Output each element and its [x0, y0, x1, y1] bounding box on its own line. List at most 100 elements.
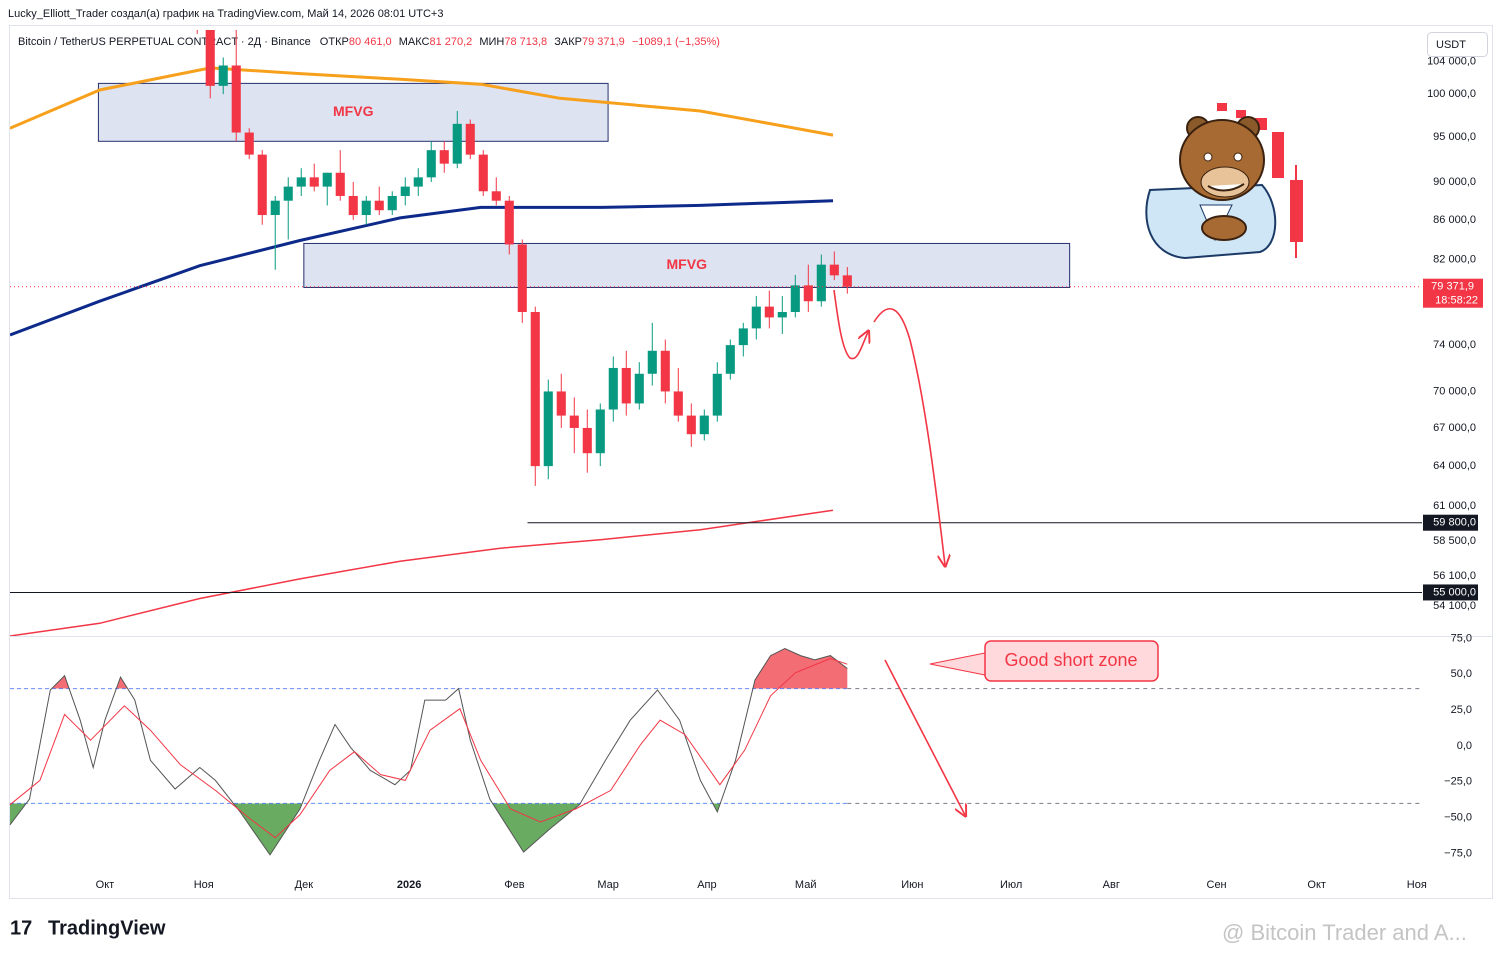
x-tick-label: Окт [1307, 879, 1326, 891]
oscillator-fill [10, 803, 721, 855]
candle-body [504, 200, 514, 245]
y-tick-label: 100 000,0 [1427, 88, 1476, 100]
legend-value: 80 461,0 [349, 36, 392, 48]
candle-body [205, 30, 215, 86]
candle-body [751, 306, 761, 329]
price-tag-label: 55 000,0 [1433, 586, 1476, 598]
x-tick-label: Мар [597, 879, 619, 891]
candle-body [543, 391, 553, 467]
candle-body [517, 244, 527, 312]
candle-body [764, 306, 774, 318]
callout-text: Good short zone [1004, 650, 1137, 670]
candle-body [673, 391, 683, 416]
logo-text: TradingView [48, 917, 166, 939]
y-tick-label: 0,0 [1457, 740, 1472, 752]
candle-body [686, 415, 696, 435]
y-tick-label: 61 000,0 [1433, 500, 1476, 512]
legend-value: 81 270,2 [429, 36, 472, 48]
legend-value: 78 713,8 [504, 36, 547, 48]
candle-body [400, 186, 410, 196]
mfvg-label: MFVG [667, 256, 708, 272]
mfvg-label: MFVG [333, 103, 374, 119]
y-tick-label: 74 000,0 [1433, 339, 1476, 351]
x-tick-label: Сен [1207, 879, 1227, 891]
logo-mark: 17 [10, 917, 32, 939]
candle-body [647, 350, 657, 374]
currency-button[interactable] [1427, 32, 1488, 57]
y-tick-label: 67 000,0 [1433, 422, 1476, 434]
y-tick-label: 82 000,0 [1433, 253, 1476, 265]
candle-body [413, 177, 423, 187]
candle-body [712, 373, 722, 416]
moving-average [10, 199, 834, 337]
arrow [833, 289, 868, 360]
y-tick-label: −50,0 [1444, 812, 1472, 824]
arrow [884, 659, 965, 815]
x-tick-label: Авг [1103, 879, 1120, 891]
y-tick-label: 58 500,0 [1433, 535, 1476, 547]
last-price-tag [1423, 278, 1483, 308]
countdown: 18:58:22 [1435, 295, 1478, 307]
legend-label: МИН [479, 36, 504, 48]
candle-body [777, 311, 787, 318]
mfvg-zone [303, 242, 1071, 288]
moving-average [10, 509, 834, 636]
candle-body [283, 186, 293, 201]
x-tick-label: Ноя [194, 879, 214, 891]
symbol-legend: Bitcoin / TetherUS PERPETUAL CONTRACT · … [18, 36, 720, 48]
candle-body [803, 285, 813, 302]
candle-body [387, 195, 397, 211]
oscillator-fill [10, 648, 848, 689]
candle-body [608, 367, 618, 410]
x-tick-label: Апр [697, 879, 716, 891]
candle-body [738, 328, 748, 346]
watermark: @ Bitcoin Trader and A... [1222, 920, 1467, 945]
price-tag [1423, 584, 1478, 601]
price-tag-label: 59 800,0 [1433, 517, 1476, 529]
candle-body [725, 345, 735, 374]
mfvg-zone [97, 82, 609, 142]
candle-body [790, 285, 800, 312]
x-tick-label: Окт [96, 879, 115, 891]
x-tick-label: Фев [504, 879, 524, 891]
currency[interactable]: USDT [1436, 39, 1466, 51]
candle-body [426, 150, 436, 178]
candle-body [660, 350, 670, 392]
x-tick-label: Дек [295, 879, 314, 891]
legend-value: 79 371,9 [582, 36, 625, 48]
y-tick-label: 104 000,0 [1427, 55, 1476, 67]
candle-body [556, 391, 566, 416]
author-line: Lucky_Elliott_Trader создал(а) график на… [8, 8, 443, 20]
candle-body [829, 264, 839, 276]
x-tick-label: Июн [901, 879, 923, 891]
candle-body [296, 177, 306, 187]
candle-body [634, 373, 644, 404]
candle-body [452, 123, 462, 164]
y-tick-label: −25,0 [1444, 776, 1472, 788]
candle-body [699, 415, 709, 435]
y-tick-label: 64 000,0 [1433, 460, 1476, 472]
y-tick-label: 86 000,0 [1433, 214, 1476, 226]
candle-body [218, 65, 228, 86]
candle-body [569, 415, 579, 428]
candle-body [270, 200, 280, 216]
oscillator-line [9, 657, 848, 839]
price-tag [1423, 514, 1478, 531]
moving-average [10, 66, 834, 137]
candle-body [309, 177, 319, 187]
candle-body [361, 200, 371, 216]
y-tick-label: 90 000,0 [1433, 176, 1476, 188]
y-tick-label: 50,0 [1451, 668, 1472, 680]
y-tick-label: −75,0 [1444, 847, 1472, 859]
legend-label: ЗАКР [554, 36, 582, 48]
y-tick-label: 25,0 [1451, 704, 1472, 716]
candle-body [816, 264, 826, 302]
last-price-label: 79 371,9 [1431, 281, 1474, 293]
x-tick-label: Ноя [1407, 879, 1427, 891]
x-tick-label: 2026 [397, 879, 421, 891]
candle-body [231, 65, 241, 133]
x-tick-label: Июл [1000, 879, 1022, 891]
candle-body [621, 367, 631, 404]
